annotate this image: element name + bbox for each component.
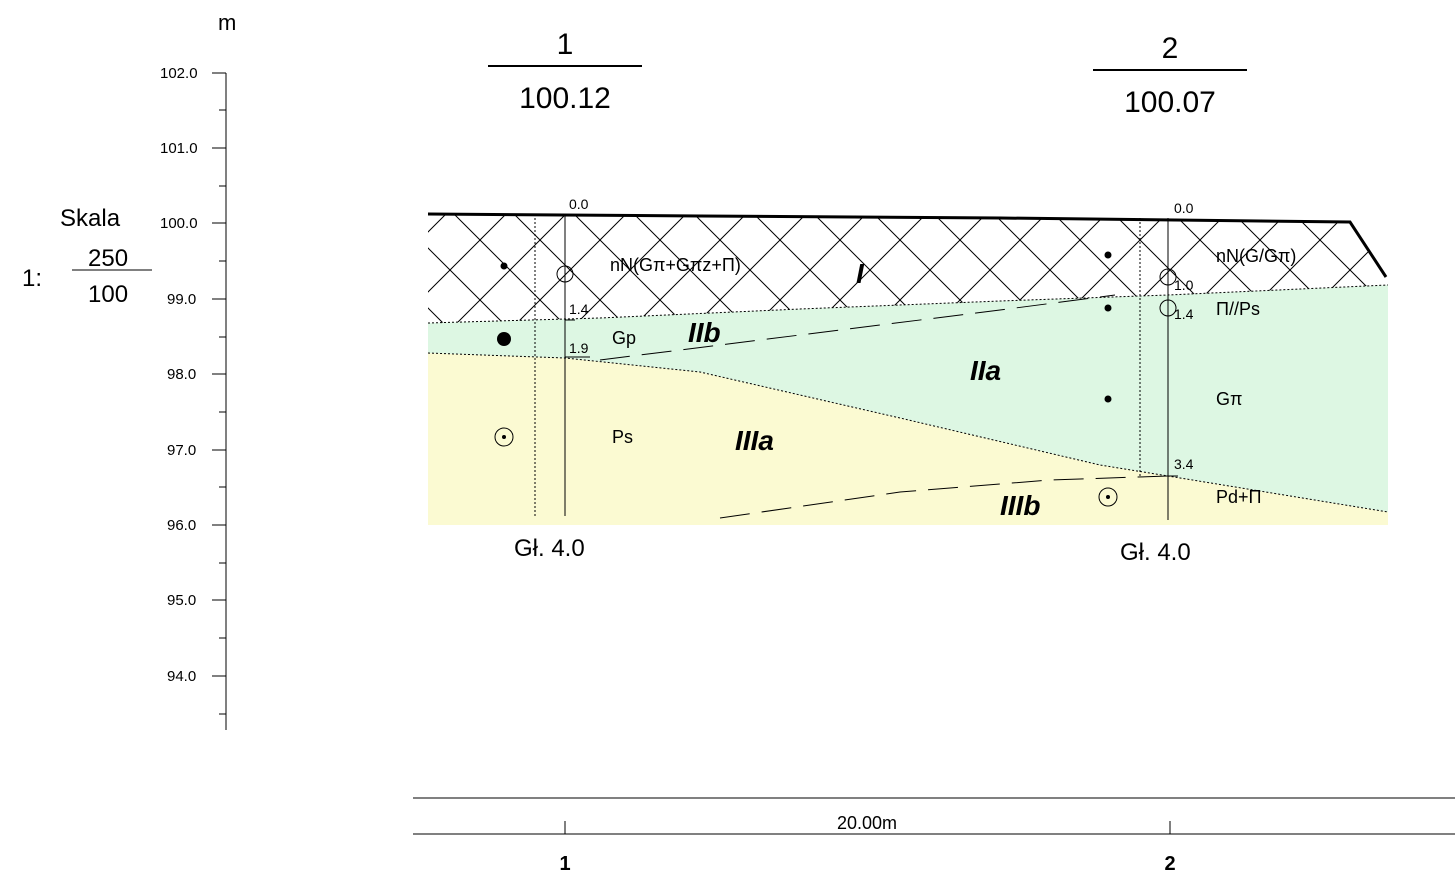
subzone-IIIa-IIIb-line (719, 475, 1169, 519)
bh2-soil-label-2: Π//Ps (1216, 299, 1260, 319)
soil-layers (428, 214, 1388, 525)
bh2-soil-label-4: Pd+Π (1216, 487, 1262, 507)
moisture-dot-small (1104, 304, 1112, 312)
bh2-depth-1: 1.0 (1174, 277, 1194, 293)
zone-label-IIIa: IIIa (735, 425, 774, 456)
scale-ratio: Skala 1: 250 100 (22, 205, 152, 308)
moisture-dot-small (1104, 395, 1112, 403)
tick-label-98: 98.0 (167, 366, 196, 383)
scale-prefix: 1: (22, 265, 42, 292)
sample-circle (1159, 299, 1177, 317)
zone-label-IIIb: IIIb (1000, 490, 1040, 521)
bh2-soil-label-3: Gπ (1216, 389, 1242, 409)
borehole-2-depth-label: Gł. 4.0 (1120, 539, 1191, 566)
moisture-dot-small (1104, 251, 1112, 259)
bh2-depth-2: 1.4 (1174, 306, 1194, 322)
layer-I-hatch (428, 214, 1388, 323)
saturated-symbol (1098, 487, 1118, 507)
borehole-2-elevation: 100.07 (1124, 86, 1216, 119)
bh1-depth-0: 0.0 (569, 196, 589, 212)
borehole-2-column (1139, 218, 1178, 520)
subzone-IIa-IIb-line (599, 294, 1116, 361)
layer-II-fill (428, 285, 1388, 512)
layer-III-fill (428, 353, 1388, 525)
moisture-dot-large (497, 332, 511, 346)
tick-label-102: 102.0 (160, 65, 198, 82)
bh1-depth-2: 1.9 (569, 340, 589, 356)
borehole-1-number: 1 (557, 28, 574, 61)
bh2-depth-3: 3.4 (1174, 456, 1194, 472)
bh2-soil-label-1: nN(G/Gπ) (1216, 246, 1296, 266)
borehole-2-number: 2 (1162, 32, 1179, 65)
saturated-symbol (494, 427, 514, 447)
sample-circle (1159, 268, 1177, 286)
elevation-minor-ticks (219, 109, 226, 715)
moisture-symbols (494, 251, 1177, 507)
scale-unit: m (218, 10, 236, 35)
boundary-I-II (428, 284, 1388, 324)
ground-surface (427, 212, 1388, 278)
bh1-soil-label-1: nN(Gπ+Gπz+Π) (610, 255, 741, 275)
zone-label-IIa: IIa (970, 355, 1001, 386)
moisture-dot-small (500, 262, 508, 270)
borehole-1-header: 1 100.12 (488, 28, 642, 115)
tick-label-101: 101.0 (160, 140, 198, 157)
scale-numerator: 250 (88, 245, 128, 272)
bh1-soil-label-2: Gp (612, 328, 636, 348)
tick-label-100: 100.0 (160, 215, 198, 232)
elevation-scale: m 102.0 101.0 100.0 99.0 98.0 (160, 10, 236, 730)
distance-borehole-2: 2 (1164, 853, 1175, 875)
horizontal-distance-scale: 20.00m 1 2 (413, 797, 1455, 875)
scale-denominator: 100 (88, 281, 128, 308)
elevation-major-ticks (212, 72, 226, 677)
zone-label-I: I (856, 258, 865, 289)
distance-borehole-1: 1 (559, 853, 570, 875)
borehole-1-column (534, 214, 590, 516)
tick-label-97: 97.0 (167, 442, 196, 459)
borehole-1-elevation: 100.12 (519, 82, 611, 115)
bh2-depth-0: 0.0 (1174, 200, 1194, 216)
scale-title: Skala (60, 205, 121, 232)
borehole-2-header: 2 100.07 (1093, 32, 1247, 119)
tick-label-99: 99.0 (167, 291, 196, 308)
zone-label-IIb: IIb (688, 317, 721, 348)
tick-label-95: 95.0 (167, 592, 196, 609)
borehole-1-depth-label: Gł. 4.0 (514, 535, 585, 562)
bh1-soil-label-3: Ps (612, 427, 633, 447)
tick-label-96: 96.0 (167, 517, 196, 534)
tick-label-94: 94.0 (167, 668, 196, 685)
distance-label: 20.00m (837, 813, 897, 833)
sample-circle (556, 265, 574, 283)
bh1-depth-1: 1.4 (569, 301, 589, 317)
